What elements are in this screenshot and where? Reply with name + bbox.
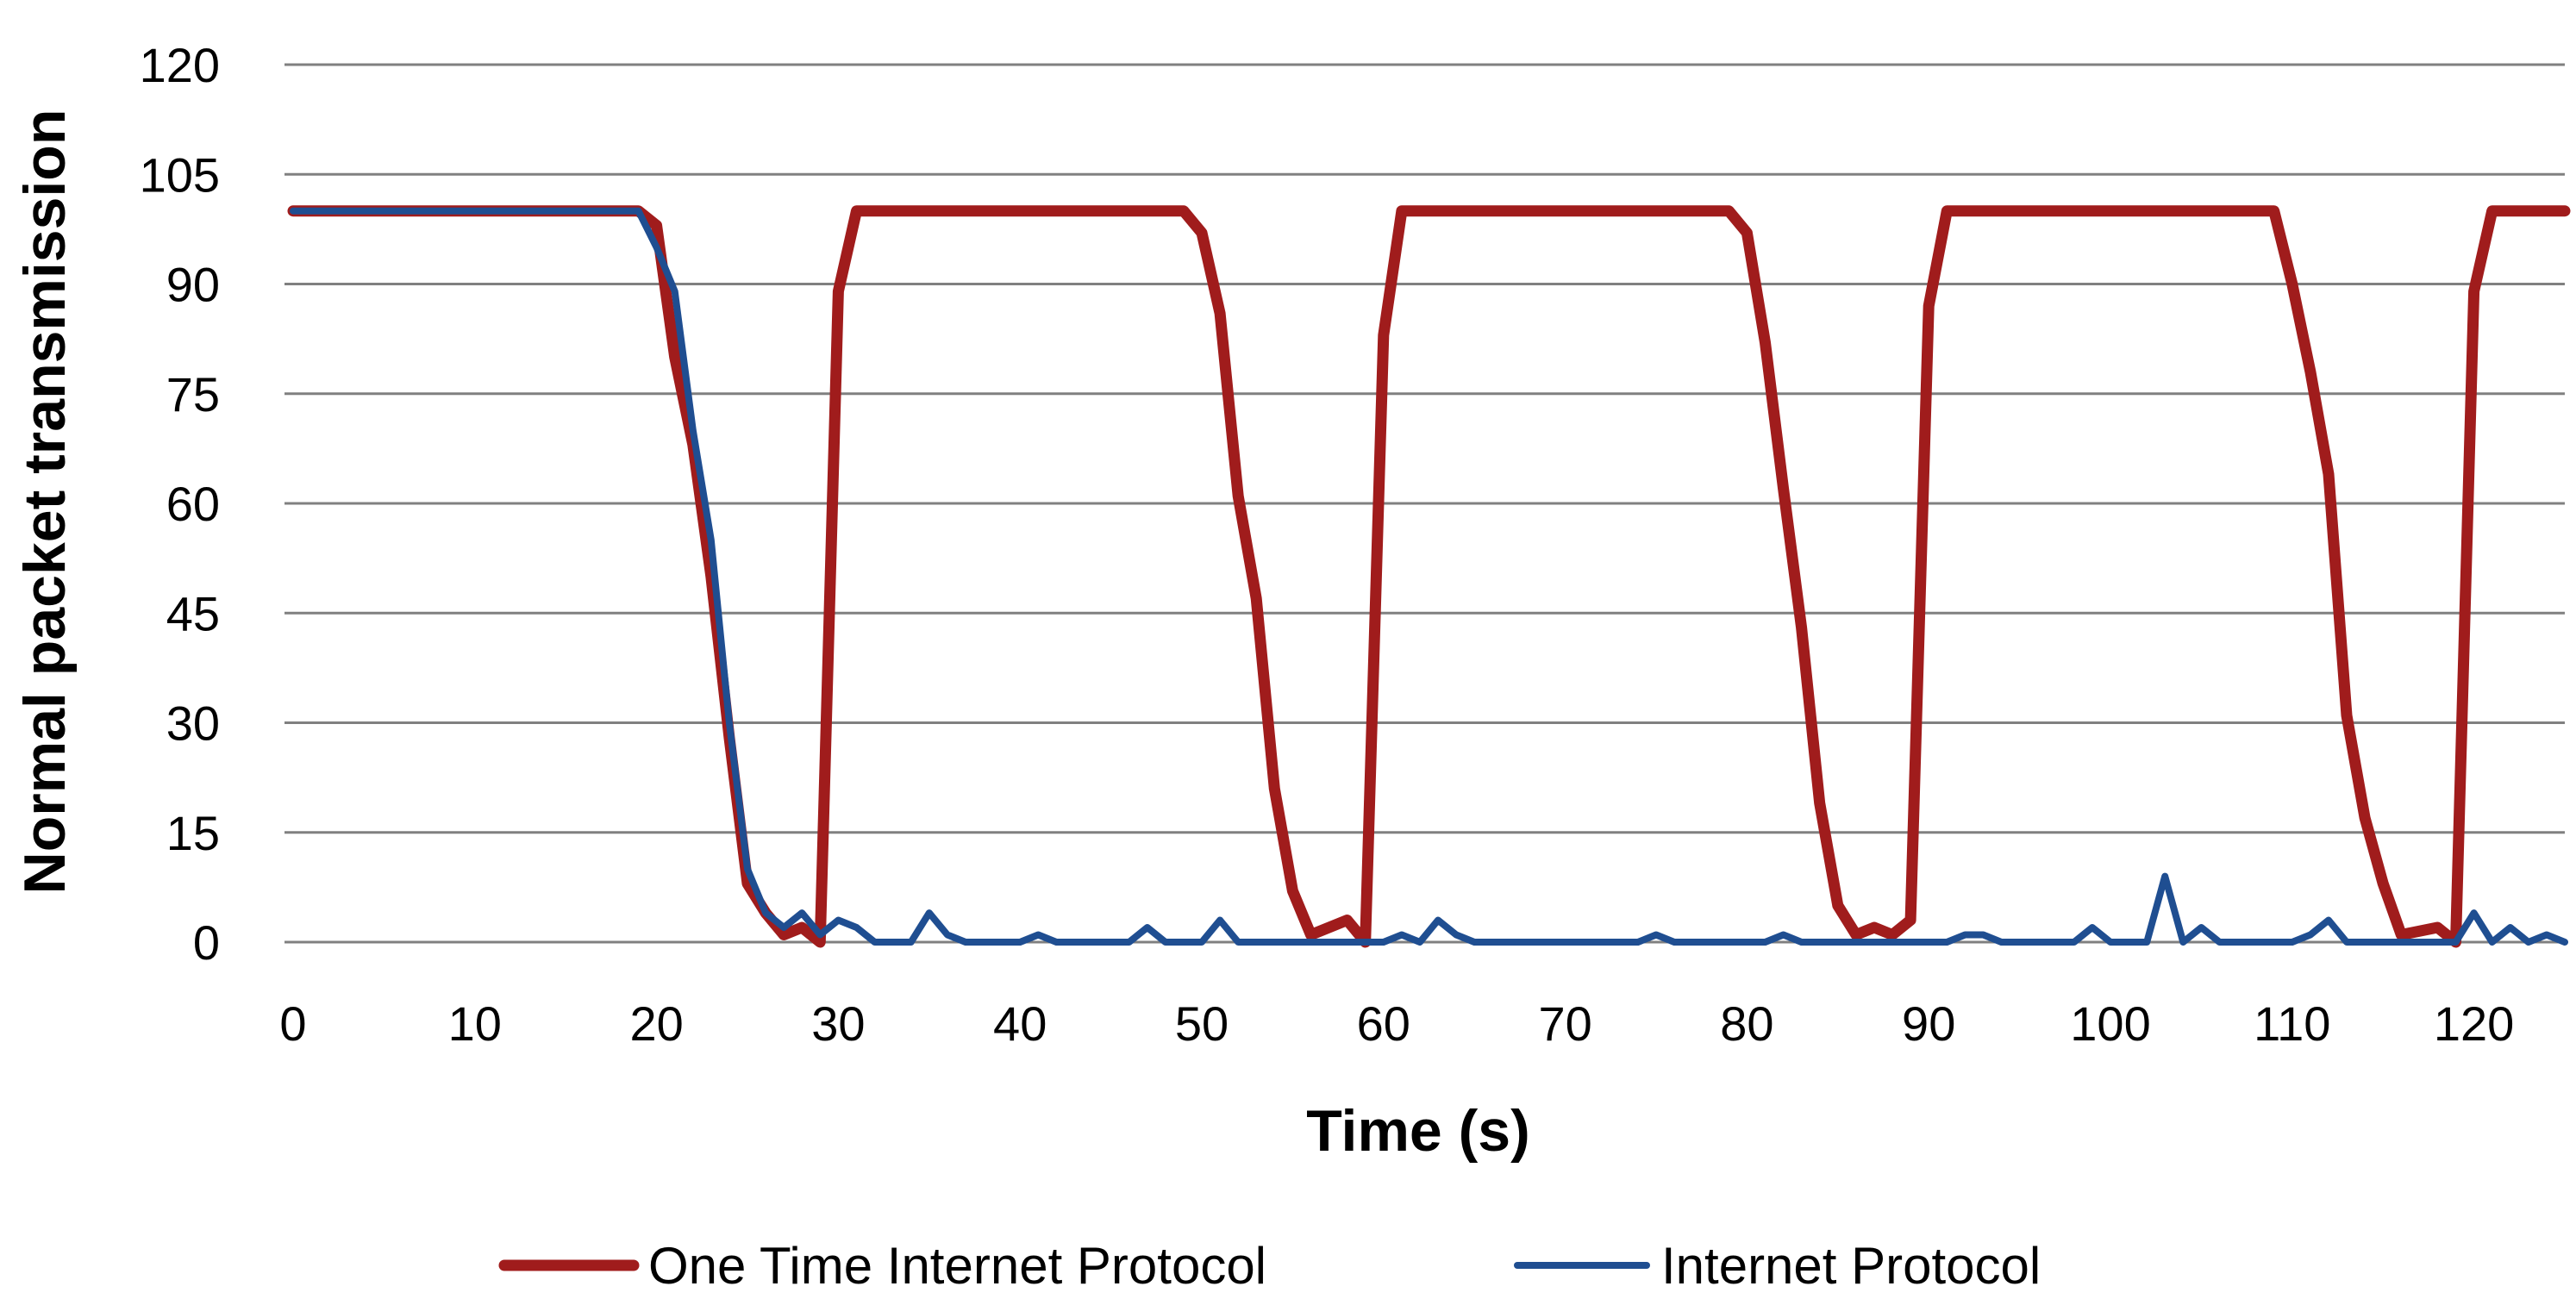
x-axis-tick-labels: 0 10 20 30 40 50 60 70 80 90 100 110 120 [279,996,2514,1051]
series-line-internet-protocol [290,207,2568,946]
y-tick-label-45: 45 [166,586,220,640]
y-axis-title: Normal packet transmission [12,109,78,895]
legend: One Time Internet Protocol Internet Prot… [498,1237,2041,1295]
x-tick-label-0: 0 [279,996,306,1051]
x-tick-label-100: 100 [2070,996,2150,1051]
x-tick-label-120: 120 [2434,996,2514,1051]
x-tick-label-110: 110 [2254,996,2330,1051]
x-axis-title: Time (s) [1306,1098,1529,1164]
x-tick-label-60: 60 [1357,996,1410,1051]
y-tick-label-120: 120 [140,38,220,92]
gridlines [284,63,2565,944]
y-tick-label-30: 30 [166,696,220,751]
x-tick-label-20: 20 [629,996,683,1051]
x-tick-label-80: 80 [1720,996,1773,1051]
x-tick-label-30: 30 [811,996,865,1051]
y-axis-tick-labels: 0 15 30 45 60 75 90 105 120 [140,38,220,970]
y-tick-label-90: 90 [166,258,220,312]
x-tick-label-50: 50 [1175,996,1229,1051]
legend-label-one-time-internet-protocol: One Time Internet Protocol [648,1237,1266,1295]
x-tick-label-10: 10 [448,996,502,1051]
series-lines [287,205,2571,948]
x-tick-label-90: 90 [1902,996,1955,1051]
y-tick-label-60: 60 [166,477,220,531]
y-tick-label-75: 75 [166,367,220,421]
legend-label-internet-protocol: Internet Protocol [1661,1237,2041,1295]
y-tick-label-15: 15 [166,806,220,860]
y-tick-label-105: 105 [140,147,220,202]
x-tick-label-70: 70 [1538,996,1591,1051]
x-tick-label-40: 40 [993,996,1047,1051]
y-tick-label-0: 0 [193,915,220,970]
